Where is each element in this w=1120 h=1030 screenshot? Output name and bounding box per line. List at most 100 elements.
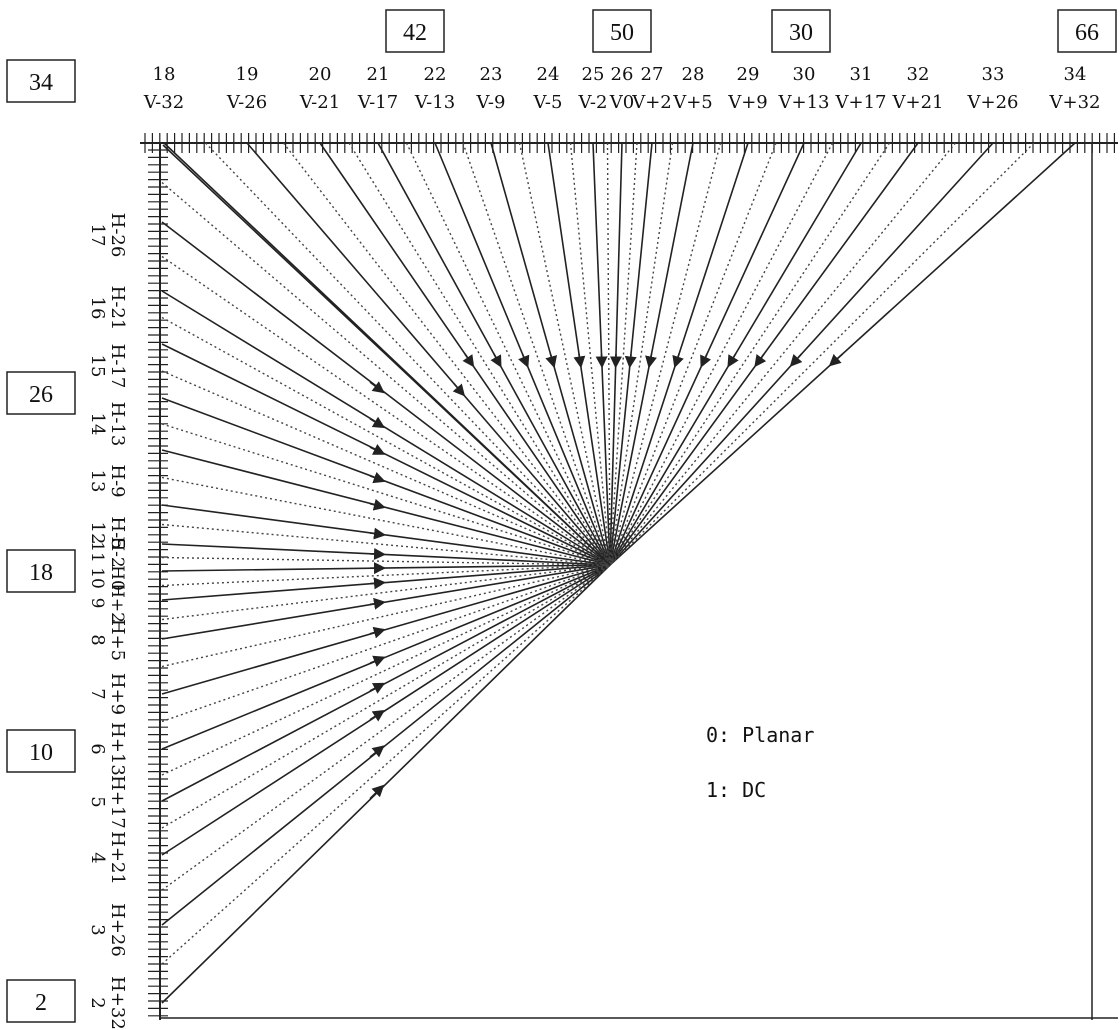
ray-top-dotted bbox=[571, 143, 611, 565]
box-18-text: 18 bbox=[29, 560, 53, 586]
boxed-labels: 42 50 30 66 34 26 18 10 bbox=[7, 10, 1116, 1022]
ray-top-dotted bbox=[610, 143, 673, 565]
ray-top-arrow bbox=[794, 354, 802, 362]
legend-dc: 1: DC bbox=[706, 778, 766, 802]
ray-top-dotted bbox=[610, 143, 776, 565]
mode-9-number: 9 bbox=[87, 598, 107, 609]
ray-diagonal bbox=[163, 145, 610, 565]
box-26-text: 26 bbox=[29, 382, 53, 408]
mode-13-angle: H-9 bbox=[107, 464, 128, 497]
ray-left-dotted bbox=[162, 424, 610, 565]
frame bbox=[140, 133, 1118, 1020]
mode-20-number: 20 bbox=[309, 64, 332, 85]
ray-left-dotted bbox=[162, 565, 610, 667]
mode-24-number: 24 bbox=[537, 64, 560, 85]
mode-30-number: 30 bbox=[793, 64, 816, 85]
ray-top-dotted bbox=[520, 143, 611, 565]
mode-27-angle: V+2 bbox=[631, 92, 672, 113]
box-30-text: 30 bbox=[789, 20, 813, 46]
mode-11-angle: H-2 bbox=[107, 536, 127, 567]
ray-top-arrow bbox=[833, 354, 842, 362]
ray-top-arrow bbox=[758, 354, 764, 362]
mode-13-number: 13 bbox=[87, 470, 108, 493]
box-50: 50 bbox=[593, 10, 651, 52]
ray-top-arrow bbox=[579, 354, 580, 362]
mode-21-number: 21 bbox=[367, 64, 390, 85]
ray-top-arrow bbox=[703, 354, 707, 362]
mode-26-number: 26 bbox=[611, 64, 634, 85]
ray-left-solid bbox=[162, 565, 610, 639]
mode-17-number: 17 bbox=[87, 224, 108, 247]
ray-left-arrow bbox=[370, 447, 380, 452]
mode-30-angle: V+13 bbox=[778, 92, 830, 113]
mode-18-number: 18 bbox=[153, 64, 176, 85]
left-axis-ticks bbox=[148, 150, 168, 1016]
mode-16-angle: H-21 bbox=[107, 286, 128, 331]
box-50-text: 50 bbox=[610, 20, 634, 46]
ray-top-arrow bbox=[454, 384, 461, 392]
box-30: 30 bbox=[772, 10, 830, 52]
ray-top-arrow bbox=[523, 354, 527, 362]
ray-left-solid bbox=[162, 398, 610, 565]
mode-29-number: 29 bbox=[737, 64, 760, 85]
mode-8-angle: H+5 bbox=[107, 619, 128, 661]
mode-4-angle: H+21 bbox=[107, 831, 128, 885]
ray-left-dotted bbox=[162, 478, 610, 566]
ray-left-arrow bbox=[370, 583, 380, 584]
ray-left-dotted bbox=[162, 565, 610, 775]
ray-left-solid bbox=[162, 565, 610, 925]
ray-top-arrow bbox=[494, 354, 499, 362]
ray-left-arrow bbox=[370, 476, 380, 480]
ray-left-solid bbox=[162, 565, 610, 801]
ray-left-arrow bbox=[370, 419, 380, 425]
mode-15-angle: H-17 bbox=[107, 344, 128, 389]
mode-7-angle: H+9 bbox=[107, 673, 128, 715]
mode-25-angle: V-2 bbox=[578, 92, 608, 113]
mode-5-angle: H+17 bbox=[107, 775, 128, 829]
mode-31-angle: V+17 bbox=[835, 92, 887, 113]
mode-33-angle: V+26 bbox=[967, 92, 1019, 113]
ray-left-arrow bbox=[370, 749, 380, 757]
mode-7-number: 7 bbox=[87, 688, 108, 699]
ray-top-dotted bbox=[610, 143, 721, 565]
ray-top-dotted bbox=[610, 143, 833, 565]
mode-10-number: 10 bbox=[87, 567, 107, 589]
mode-33-number: 33 bbox=[982, 64, 1005, 85]
ray-left-solid bbox=[162, 565, 610, 694]
ray-top-arrow bbox=[676, 354, 679, 362]
mode-23-number: 23 bbox=[480, 64, 503, 85]
mode-14-angle: H-13 bbox=[107, 402, 128, 447]
ray-left-dotted bbox=[162, 565, 610, 828]
mode-26-angle: V0 bbox=[609, 92, 634, 113]
mode-32-number: 32 bbox=[907, 64, 930, 85]
ray-top-dotted bbox=[610, 143, 637, 565]
box-2-text: 2 bbox=[35, 990, 47, 1016]
mode-6-number: 6 bbox=[87, 743, 108, 754]
mode-29-angle: V+9 bbox=[727, 92, 768, 113]
ray-top-arrow bbox=[551, 354, 553, 362]
ray-top-arrow bbox=[650, 354, 652, 362]
mode-34-number: 34 bbox=[1064, 64, 1087, 85]
mode-6-angle: H+13 bbox=[107, 722, 128, 776]
ray-left-arrow bbox=[370, 713, 380, 719]
box-2: 2 bbox=[7, 980, 75, 1022]
legend: 0: Planar 1: DC bbox=[706, 723, 814, 802]
box-34-text: 34 bbox=[29, 70, 53, 96]
ray-left-solid bbox=[162, 565, 610, 1003]
mode-32-angle: V+21 bbox=[892, 92, 944, 113]
mode-15-number: 15 bbox=[87, 355, 108, 378]
ray-left-dotted bbox=[162, 257, 610, 566]
left-mode-labels: 17 H-26 16 H-21 15 H-17 14 H-13 13 H-9 1… bbox=[87, 213, 128, 1030]
mode-31-number: 31 bbox=[850, 64, 873, 85]
box-18: 18 bbox=[7, 550, 75, 592]
mode-4-number: 4 bbox=[87, 852, 108, 863]
mode-17-angle: H-26 bbox=[107, 213, 128, 258]
mode-18-angle: V-32 bbox=[143, 92, 184, 113]
ray-top-dotted bbox=[610, 143, 956, 565]
ray-left-dotted bbox=[162, 565, 610, 722]
mode-28-angle: V+5 bbox=[672, 92, 713, 113]
ray-top-dotted bbox=[610, 143, 1034, 565]
box-34: 34 bbox=[7, 60, 75, 102]
mode-2-angle: H+32 bbox=[107, 976, 128, 1030]
